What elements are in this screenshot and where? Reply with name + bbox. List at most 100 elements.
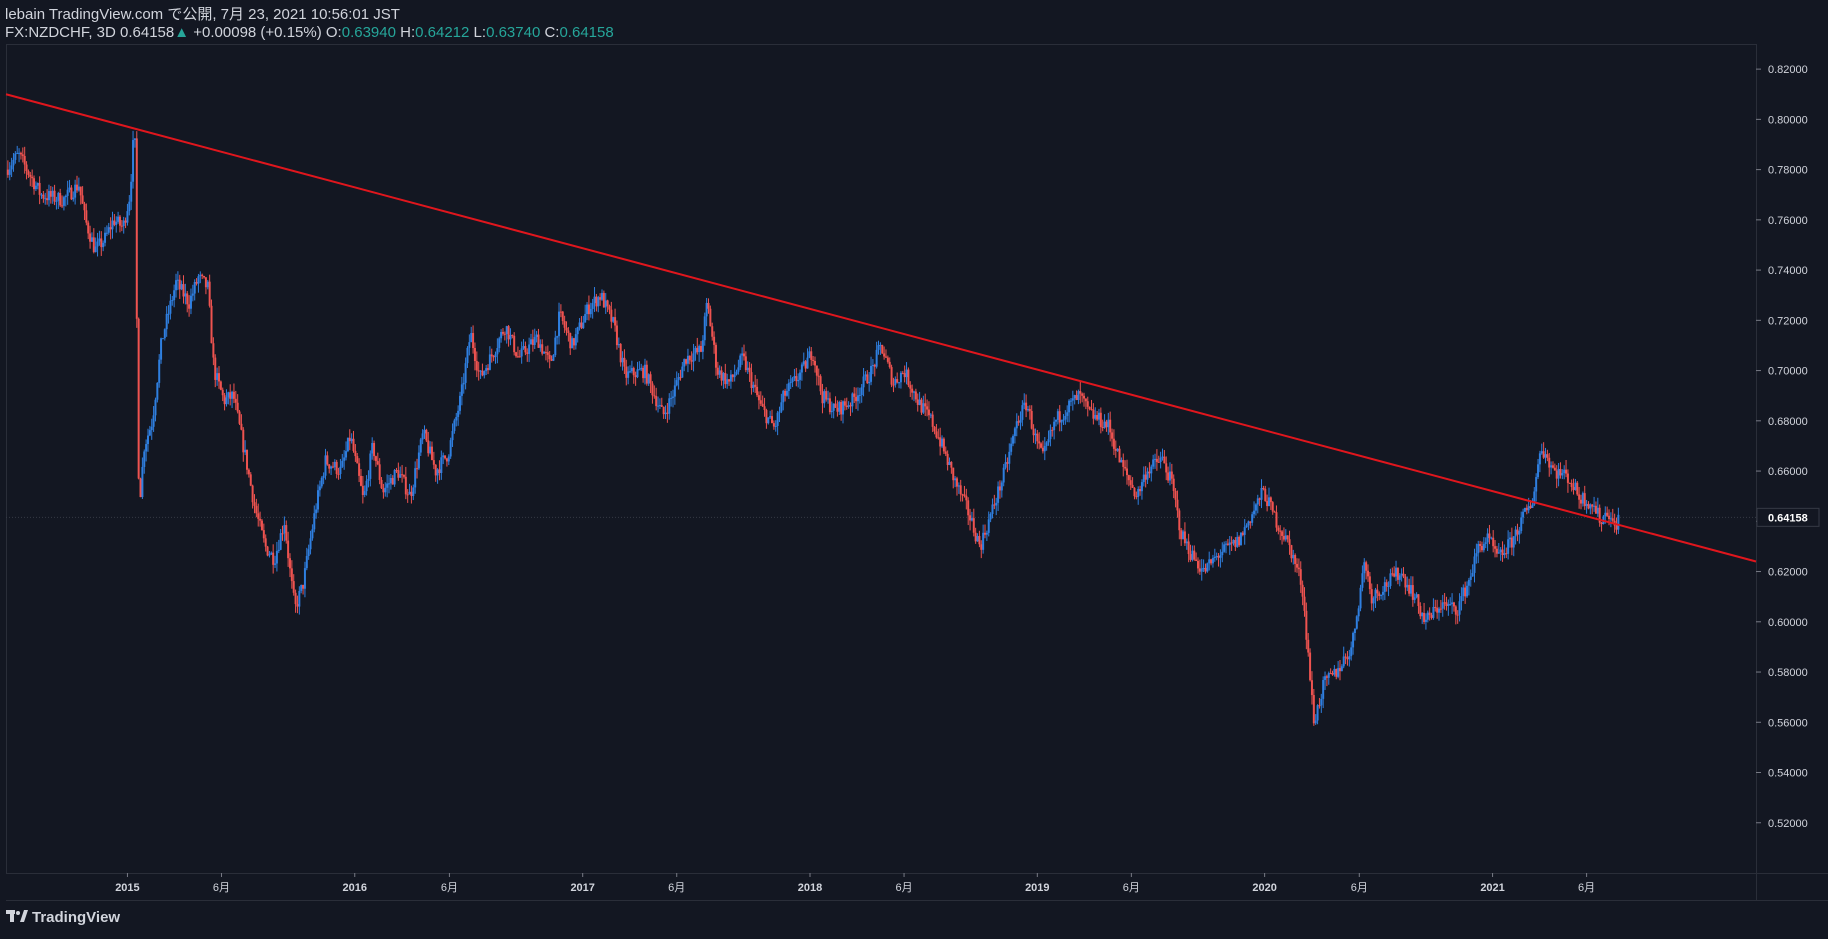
candle-body	[1215, 555, 1218, 557]
candle-body	[1458, 601, 1461, 615]
candle-body	[1583, 493, 1586, 507]
candle-body	[53, 190, 56, 202]
candle-body	[1516, 529, 1519, 535]
candle-body	[1452, 602, 1455, 607]
candle-body	[1187, 541, 1190, 555]
candle-body	[49, 191, 52, 197]
candle-body	[150, 426, 153, 431]
candle-body	[595, 296, 598, 307]
candle-body	[584, 314, 587, 323]
candle-body	[1043, 445, 1046, 452]
candle-body	[25, 164, 28, 171]
candle-body	[1146, 471, 1149, 480]
candle-body	[193, 282, 196, 294]
candle-body	[1148, 471, 1151, 474]
candle-body	[117, 216, 120, 222]
candle-body	[1419, 605, 1422, 617]
candle-body	[363, 491, 366, 495]
candle-body	[705, 302, 708, 317]
candle-body	[1501, 549, 1504, 556]
candle-body	[1066, 412, 1069, 416]
candle-body	[700, 346, 703, 352]
candle-body	[451, 430, 454, 441]
candle-body	[817, 375, 820, 377]
candle-body	[516, 356, 519, 358]
candle-body	[1271, 502, 1274, 512]
time-axis-label: 2017	[570, 882, 594, 894]
candle-body	[148, 430, 151, 436]
candle-body	[991, 504, 994, 514]
candle-body	[879, 344, 882, 346]
candle-body	[132, 140, 135, 182]
candle-body	[330, 466, 333, 469]
candle-body	[1522, 511, 1525, 518]
candle-body	[649, 374, 652, 384]
candle-body	[978, 535, 981, 545]
candle-body	[169, 300, 172, 314]
candle-body	[384, 487, 387, 493]
candle-body	[70, 187, 73, 200]
candle-body	[1125, 468, 1128, 476]
candle-body	[130, 181, 133, 202]
candle-body	[591, 303, 594, 309]
candle-body	[855, 396, 858, 402]
candle-body	[604, 300, 607, 308]
candle-body	[397, 470, 400, 478]
candle-body	[1566, 473, 1569, 483]
candle-body	[1408, 584, 1411, 594]
candle-body	[139, 478, 142, 498]
candle-body	[1596, 507, 1599, 514]
candle-body	[602, 292, 605, 308]
candle-body	[1559, 468, 1562, 476]
candle-body	[100, 238, 103, 248]
candle-body	[1402, 573, 1405, 577]
candle-body	[780, 402, 783, 412]
candle-body	[1297, 567, 1300, 570]
candle-body	[922, 403, 925, 413]
candle-body	[382, 488, 385, 493]
candle-body	[787, 383, 790, 391]
candle-body	[500, 332, 503, 339]
candle-body	[253, 502, 256, 506]
candle-body	[1456, 614, 1459, 616]
candle-body	[774, 425, 777, 427]
candle-body	[455, 417, 458, 421]
candle-body	[275, 551, 278, 564]
candle-body	[326, 455, 329, 465]
candle-body	[475, 361, 478, 371]
candle-body	[815, 365, 818, 376]
candle-body	[677, 377, 680, 381]
candle-body	[572, 338, 575, 346]
candle-body	[1124, 466, 1127, 469]
candle-body	[74, 184, 77, 198]
candle-body	[627, 371, 630, 378]
candle-body	[92, 237, 95, 253]
tradingview-branding[interactable]: TradingView	[6, 909, 120, 926]
candle-body	[234, 398, 237, 403]
candle-body	[309, 538, 312, 550]
last-price-label: 0.64158	[1768, 512, 1808, 524]
price-change: +0.00098 (+0.15%)	[193, 24, 322, 41]
candle-body	[1329, 673, 1332, 675]
candle-body	[1303, 596, 1306, 611]
symbol-label[interactable]: FX:NZDCHF, 3D	[5, 24, 116, 41]
candle-body	[354, 450, 357, 457]
candle-body	[1008, 451, 1011, 464]
candle-body	[315, 509, 318, 514]
candle-body	[217, 373, 220, 382]
candle-body	[1417, 594, 1420, 606]
candle-body	[369, 453, 372, 479]
candle-body	[436, 469, 439, 476]
candle-body	[1531, 504, 1534, 508]
candle-body	[457, 410, 460, 418]
candle-body	[507, 326, 510, 340]
candle-body	[356, 456, 359, 464]
price-axis-label: 0.82000	[1768, 64, 1808, 76]
time-axis-label: 2016	[343, 882, 367, 894]
candle-body	[528, 344, 531, 354]
candle-body	[1507, 539, 1510, 554]
candle-body	[556, 336, 559, 338]
candle-body	[1387, 585, 1390, 587]
candle-body	[952, 467, 955, 481]
